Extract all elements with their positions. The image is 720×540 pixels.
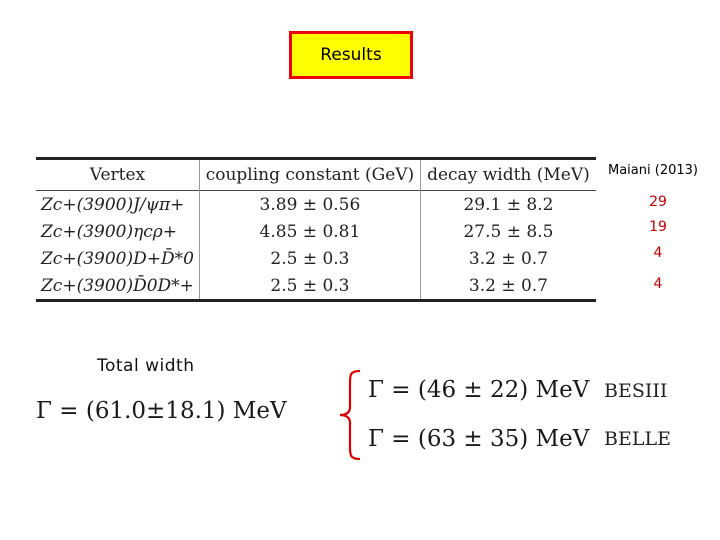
table-header-row: Vertex coupling constant (GeV) decay wid… [36,158,596,191]
table-row: Zc+(3900)J/ψπ+ 3.89 ± 0.56 29.1 ± 8.2 [36,190,596,218]
table-row: Zc+(3900)ηcρ+ 4.85 ± 0.81 27.5 ± 8.5 [36,218,596,245]
vertex-cell: Zc+(3900)ηcρ+ [41,221,178,242]
header-vertex: Vertex [89,165,146,185]
width-cell: 29.1 ± 8.2 [419,190,596,218]
maiani-value: 19 [649,219,667,235]
curly-brace-icon [339,369,361,461]
besiii-width-formula: Γ = (46 ± 22) MeV [368,377,590,403]
belle-label: BELLE [604,428,671,450]
vertex-cell: Zc+(3900)D̄0D*+ [41,275,194,296]
table-row: Zc+(3900)D+D̄*0 2.5 ± 0.3 3.2 ± 0.7 [36,245,596,272]
coupling-cell: 3.89 ± 0.56 [198,190,421,218]
total-width-formula: Γ = (61.0±18.1) MeV [36,398,287,424]
maiani-value: 4 [653,276,663,292]
maiani-value: 4 [653,245,663,261]
width-cell: 3.2 ± 0.7 [419,245,596,272]
maiani-header: Maiani (2013) [608,163,698,178]
header-coupling: coupling constant (GeV) [198,158,421,191]
table-row: Zc+(3900)D̄0D*+ 2.5 ± 0.3 3.2 ± 0.7 [36,272,596,301]
belle-width-formula: Γ = (63 ± 35) MeV [368,426,590,452]
slide-title: Results [289,31,413,79]
maiani-value: 29 [649,194,667,210]
coupling-cell: 4.85 ± 0.81 [198,218,421,245]
coupling-cell: 2.5 ± 0.3 [198,245,421,272]
header-width: decay width (MeV) [419,158,596,191]
width-cell: 27.5 ± 8.5 [419,218,596,245]
besiii-label: BESIII [604,380,668,402]
results-table: Vertex coupling constant (GeV) decay wid… [36,157,596,302]
coupling-cell: 2.5 ± 0.3 [198,272,421,301]
vertex-cell: Zc+(3900)J/ψπ+ [41,194,185,215]
vertex-cell: Zc+(3900)D+D̄*0 [41,248,194,269]
total-width-label: Total width [97,356,195,376]
width-cell: 3.2 ± 0.7 [419,272,596,301]
